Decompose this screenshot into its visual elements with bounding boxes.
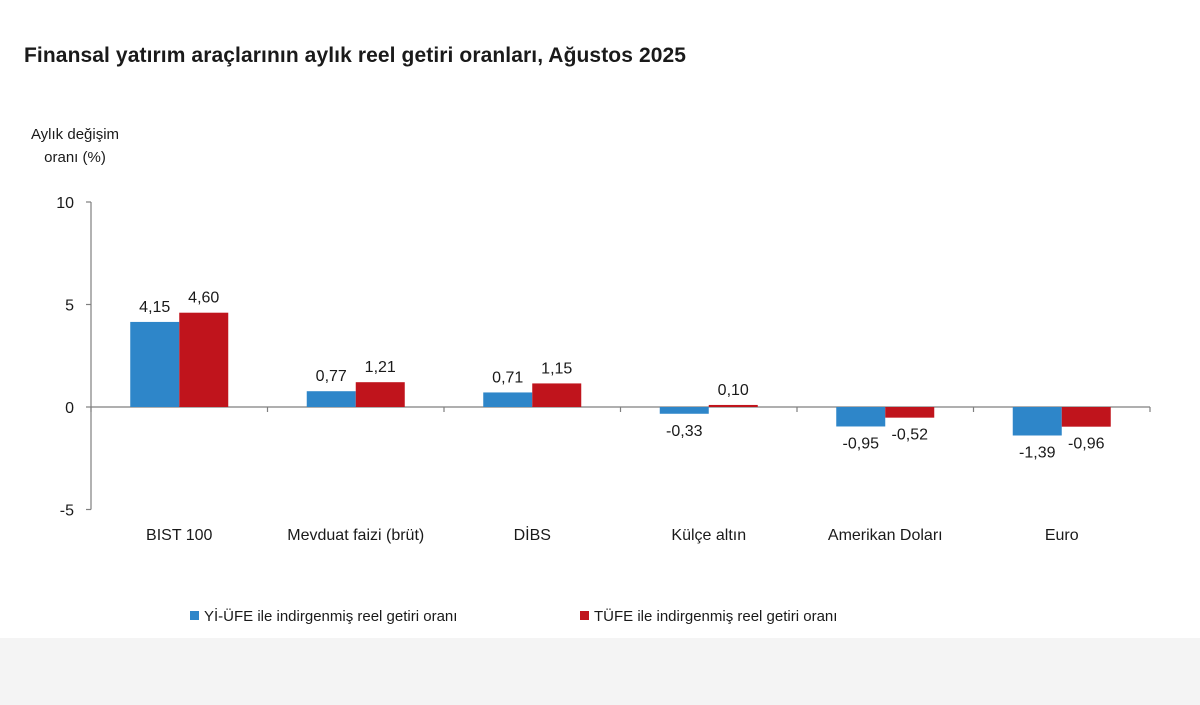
data-labels: 4,15 4,60 0,77 1,21 0,71 1,15 -0,33 0,10 -0,95 -0… xyxy=(139,290,1104,462)
bar-yi-ufe-3 xyxy=(659,407,709,414)
bar-yi-ufe-4 xyxy=(836,407,886,427)
legend-label: TÜFE ile indirgenmiş reel getiri oranı xyxy=(594,607,837,625)
legend-label: Yİ-ÜFE ile indirgenmiş reel getiri oranı xyxy=(204,607,457,625)
data-label: 0,77 xyxy=(316,368,347,385)
data-label: -0,33 xyxy=(666,423,703,440)
category-label: Mevduat faizi (brüt) xyxy=(287,527,424,544)
bar-tufe-3 xyxy=(708,404,758,407)
y-tick-label: -5 xyxy=(60,503,74,520)
data-label: 0,71 xyxy=(492,369,523,386)
footer-band xyxy=(0,638,1200,705)
y-tick-label: 0 xyxy=(65,400,74,417)
data-label: -1,39 xyxy=(1019,444,1056,461)
bar-tufe-1 xyxy=(355,382,405,407)
bar-yi-ufe-2 xyxy=(483,392,533,407)
legend: Yİ-ÜFE ile indirgenmiş reel getiri oranı… xyxy=(190,607,837,625)
bar-tufe-4 xyxy=(885,407,935,418)
y-axis-label-line-1: Aylık değişim xyxy=(31,126,119,143)
bar-yi-ufe-1 xyxy=(306,391,356,407)
data-label: 0,10 xyxy=(718,382,749,399)
y-axis-label-line-2: oranı (%) xyxy=(44,149,106,166)
bar-tufe-5 xyxy=(1061,407,1111,427)
legend-swatch xyxy=(580,611,589,620)
category-label: BIST 100 xyxy=(146,527,213,544)
legend-swatch xyxy=(190,611,199,620)
category-label: Euro xyxy=(1045,527,1079,544)
y-tick-label: 10 xyxy=(56,195,74,212)
axes: -5 0 5 10 xyxy=(56,195,1151,520)
data-label: -0,96 xyxy=(1068,436,1105,453)
bar-yi-ufe-0 xyxy=(130,321,180,407)
y-axis-label: Aylık değişim oranı (%) xyxy=(31,126,119,166)
category-labels: BIST 100 Mevduat faizi (brüt) DİBS Külçe al… xyxy=(146,525,1079,544)
bar-tufe-0 xyxy=(179,312,229,407)
data-label: 4,15 xyxy=(139,299,170,316)
category-label: Amerikan Doları xyxy=(828,527,943,544)
category-label: DİBS xyxy=(514,525,551,544)
bars xyxy=(130,312,1111,436)
data-label: -0,95 xyxy=(843,435,880,452)
bar-yi-ufe-5 xyxy=(1012,407,1062,436)
data-label: 4,60 xyxy=(188,290,219,307)
data-label: -0,52 xyxy=(892,427,929,444)
bar-tufe-2 xyxy=(532,383,582,407)
y-tick-label: 5 xyxy=(65,298,74,315)
data-label: 1,21 xyxy=(365,359,396,376)
category-label: Külçe altın xyxy=(671,527,746,544)
data-label: 1,15 xyxy=(541,360,572,377)
chart-title: Finansal yatırım araçlarının aylık reel … xyxy=(24,44,687,67)
